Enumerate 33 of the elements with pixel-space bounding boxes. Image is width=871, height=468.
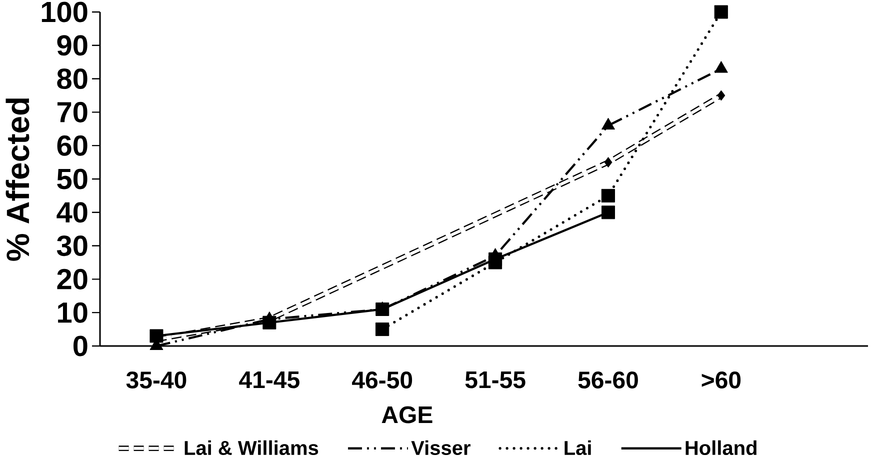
- x-tick-label: 56-60: [578, 371, 638, 388]
- point: [601, 206, 615, 220]
- point: [488, 252, 502, 266]
- legend-label: Lai & Williams: [184, 440, 318, 456]
- y-tick-label: 40: [56, 202, 88, 223]
- y-tick-label: 100: [42, 2, 88, 22]
- legend-label: Visser: [411, 440, 470, 456]
- y-tick-label: 80: [57, 68, 88, 90]
- y-tick-label: 20: [57, 268, 88, 290]
- legend-label: Holland: [686, 440, 756, 456]
- y-tick-label: 70: [57, 102, 88, 122]
- y-tick-label: 50: [57, 168, 88, 190]
- y-tick-label: 60: [57, 135, 88, 156]
- point: [150, 329, 164, 343]
- y-tick-label: 0: [74, 336, 88, 356]
- x-tick-label: >60: [702, 371, 741, 388]
- y-tick-label: 90: [57, 35, 88, 56]
- x-axis-title: AGE: [382, 406, 432, 424]
- point: [376, 302, 390, 316]
- y-tick-label: 10: [58, 302, 88, 323]
- y-tick-label: 30: [56, 235, 88, 256]
- y-axis-title: % Affected: [6, 98, 30, 261]
- point: [262, 316, 276, 330]
- point: [714, 5, 728, 19]
- x-tick-label: 41-45: [239, 372, 300, 388]
- point: [717, 90, 726, 101]
- x-tick-label: 35-40: [126, 371, 186, 389]
- legend-label: Lai: [564, 440, 591, 456]
- point: [601, 188, 615, 202]
- x-tick-label: 46-50: [352, 371, 412, 388]
- x-tick-label: 51-55: [465, 372, 526, 388]
- point: [376, 322, 390, 336]
- point: [604, 157, 612, 168]
